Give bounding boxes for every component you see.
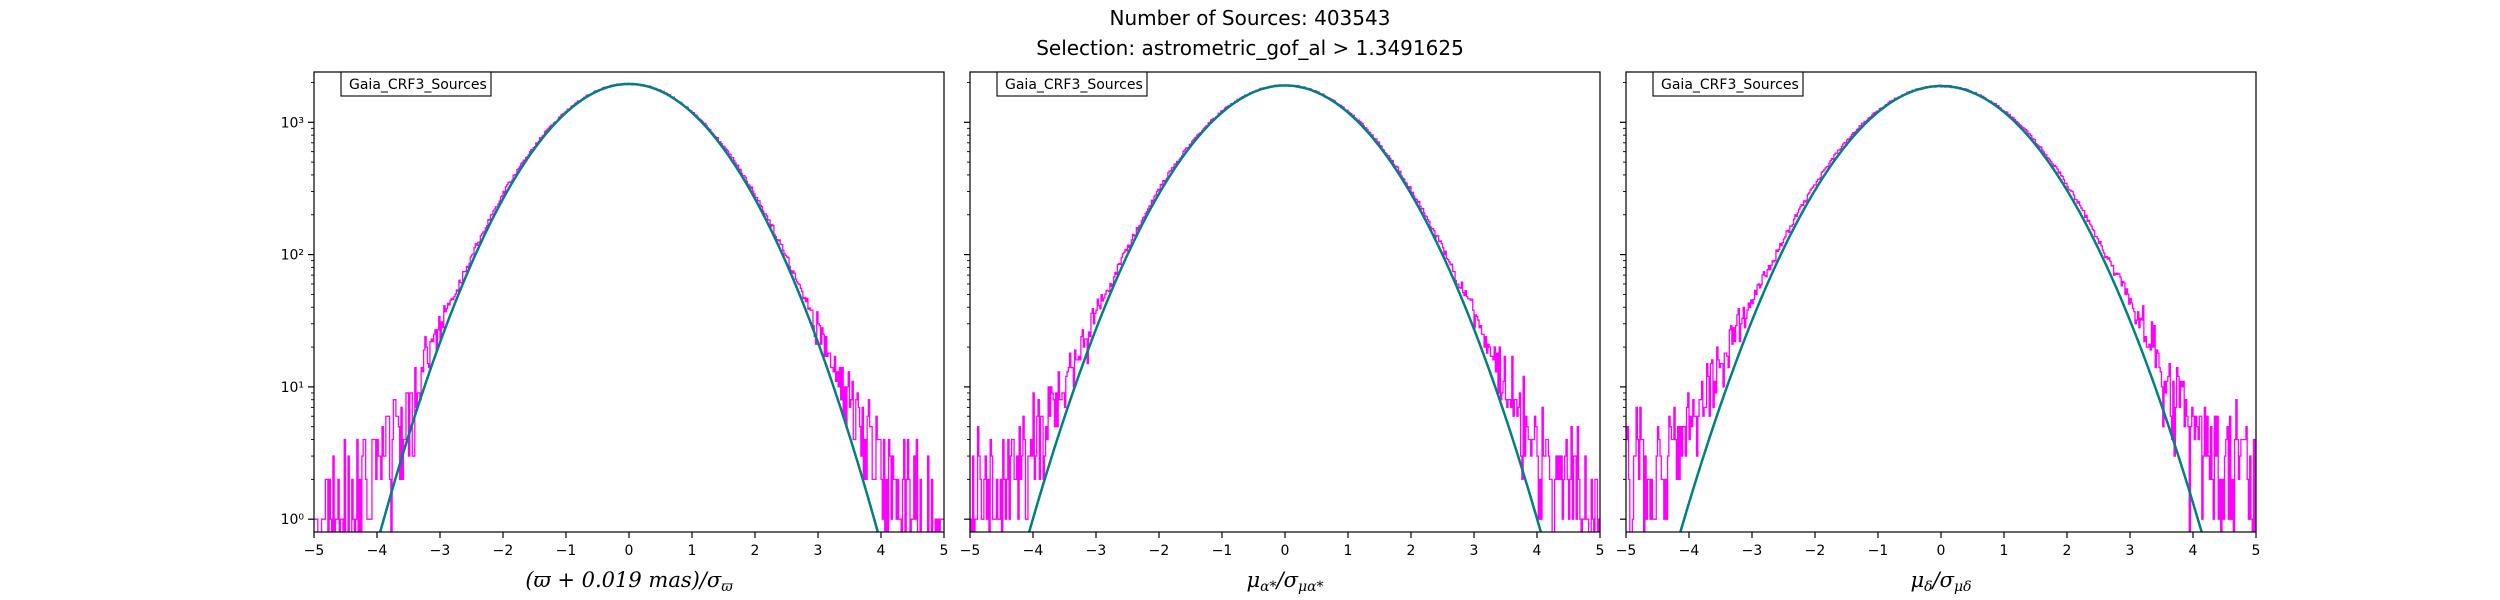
x-tick-label: −4 (367, 543, 388, 559)
x-axis-label: (ϖ + 0.019 mas)/σϖ (525, 568, 733, 595)
x-tick-label: 2 (1407, 543, 1416, 559)
y-tick-label: 10² (281, 248, 304, 264)
legend-label: Gaia_CRF3_Sources (349, 77, 487, 93)
x-tick-label: −5 (1616, 543, 1637, 559)
gaussian-fit-line (378, 82, 880, 532)
panels: −5 −4 −3 −2 −1 0 1 2 3 4 5 10⁰ 10¹ 10² 10³ Gaia_CRF3_So… (281, 71, 2261, 595)
legend: Gaia_CRF3_Sources (340, 71, 492, 97)
x-tick-label: 5 (940, 543, 949, 559)
x-tick-label: 5 (2252, 543, 2261, 559)
y-tick-label: 10¹ (281, 380, 304, 396)
x-tick-label: 2 (2063, 543, 2072, 559)
x-tick-label: −4 (1679, 543, 1700, 559)
axes-frame (1625, 71, 2257, 533)
x-tick-label: −2 (493, 543, 514, 559)
panel-2: −5 −4 −3 −2 −1 0 1 2 3 4 5 Gaia_CRF3_Sources μα*/σμα… (960, 71, 1605, 595)
y-tick-label: 10⁰ (281, 512, 305, 528)
x-axis-label: μδ/σμδ (1910, 568, 1971, 595)
x-tick-label: 3 (814, 543, 823, 559)
x-tick-label: −5 (960, 543, 981, 559)
histogram-series (1626, 84, 2256, 532)
axes-frame (969, 71, 1601, 533)
legend-label: Gaia_CRF3_Sources (1005, 77, 1143, 93)
y-tick-label: 10³ (281, 115, 304, 131)
x-tick-label: 4 (877, 543, 886, 559)
x-tick-label: 1 (1344, 543, 1353, 559)
x-tick-label: −4 (1023, 543, 1044, 559)
x-tick-label: −2 (1149, 543, 1170, 559)
gaussian-fit-line (1679, 84, 2203, 532)
legend-box (1652, 71, 1804, 97)
x-tick-label: 1 (688, 543, 697, 559)
x-tick-label: 0 (1281, 543, 1290, 559)
x-tick-label: 3 (2126, 543, 2135, 559)
x-tick-label: −1 (556, 543, 577, 559)
x-tick-label: −2 (1805, 543, 1826, 559)
x-tick-label: 4 (1533, 543, 1542, 559)
x-tick-label: 0 (1937, 543, 1946, 559)
legend-box (340, 71, 492, 97)
figure-title-line1: Number of Sources: 403543 (1110, 6, 1391, 30)
gaussian-fit-line (1027, 84, 1543, 532)
x-tick-label: 3 (1470, 543, 1479, 559)
x-tick-label: −3 (1742, 543, 1763, 559)
x-tick-label: −1 (1212, 543, 1233, 559)
x-tick-label: 1 (2000, 543, 2009, 559)
histogram-series (314, 82, 944, 532)
figure-title-line2: Selection: astrometric_gof_al > 1.349162… (1036, 36, 1464, 60)
x-axis-label: μα*/σμα* (1246, 568, 1323, 595)
legend-label: Gaia_CRF3_Sources (1661, 77, 1799, 93)
panel-1: −5 −4 −3 −2 −1 0 1 2 3 4 5 10⁰ 10¹ 10² 10³ Gaia_CRF3_So… (281, 71, 949, 595)
panel-3: −5 −4 −3 −2 −1 0 1 2 3 4 5 Gaia_CRF3_Sources μδ/σμδ (1616, 71, 2261, 595)
histogram-series (970, 84, 1600, 532)
legend-box (996, 71, 1148, 97)
x-tick-label: 2 (751, 543, 760, 559)
legend: Gaia_CRF3_Sources (996, 71, 1148, 97)
x-tick-label: −3 (1086, 543, 1107, 559)
x-tick-label: 5 (1596, 543, 1605, 559)
x-tick-label: 0 (625, 543, 634, 559)
x-tick-label: −5 (304, 543, 325, 559)
x-tick-label: −3 (430, 543, 451, 559)
x-tick-label: −1 (1868, 543, 1889, 559)
x-tick-label: 4 (2189, 543, 2198, 559)
legend: Gaia_CRF3_Sources (1652, 71, 1804, 97)
axes-frame (313, 71, 945, 533)
